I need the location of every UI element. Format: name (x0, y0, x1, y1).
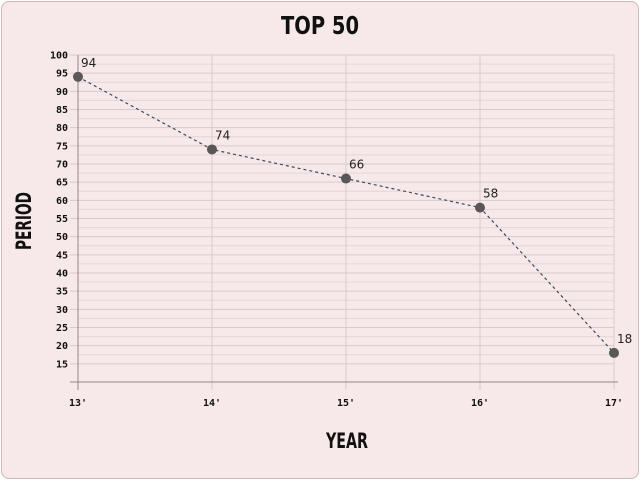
y-tick-label: 20 (56, 341, 68, 352)
y-axis-label: PERIOD (12, 192, 36, 250)
x-tick-labels: 13' 14' 15' 16' 17' (69, 398, 623, 409)
y-tick-label: 30 (56, 305, 68, 316)
y-tick-label: 40 (56, 269, 68, 280)
y-tick-labels: 15 20 25 30 35 40 45 50 55 60 65 70 75 80 85 90 95 100 (50, 51, 68, 371)
x-tick-label: 14' (203, 398, 221, 409)
y-tick-label: 50 (56, 232, 68, 243)
data-label: 66 (349, 158, 364, 172)
data-point (73, 71, 83, 82)
x-tick-label: 15' (337, 398, 355, 409)
data-label: 74 (215, 128, 230, 142)
data-point (207, 144, 217, 155)
y-tick-label: 35 (56, 287, 68, 298)
data-label: 18 (617, 332, 632, 346)
data-points (73, 71, 619, 358)
y-tick-label: 70 (56, 160, 68, 171)
data-point (475, 202, 485, 213)
data-point (341, 173, 351, 184)
y-tick-label: 65 (56, 178, 68, 189)
y-tick-label: 95 (56, 69, 68, 80)
y-tick-label: 100 (50, 51, 68, 62)
y-tick-label: 80 (56, 123, 68, 134)
chart-title: TOP 50 (281, 12, 359, 41)
x-tick-label: 17' (605, 398, 623, 409)
data-labels: 94 74 66 58 18 (81, 56, 632, 346)
grid (70, 54, 615, 390)
data-label: 58 (483, 187, 498, 201)
y-tick-label: 85 (56, 105, 68, 116)
y-tick-label: 60 (56, 196, 68, 207)
y-tick-label: 45 (56, 250, 68, 261)
data-point (609, 347, 619, 358)
y-tick-label: 90 (56, 87, 68, 98)
y-tick-label: 55 (56, 214, 68, 225)
y-tick-label: 25 (56, 323, 68, 334)
x-tick-label: 13' (69, 398, 87, 409)
data-label: 94 (81, 56, 96, 70)
y-tick-label: 15 (56, 359, 68, 370)
y-tick-label: 75 (56, 141, 68, 152)
x-axis-label: YEAR (325, 429, 368, 453)
x-tick-label: 16' (471, 398, 489, 409)
axes (70, 55, 618, 390)
